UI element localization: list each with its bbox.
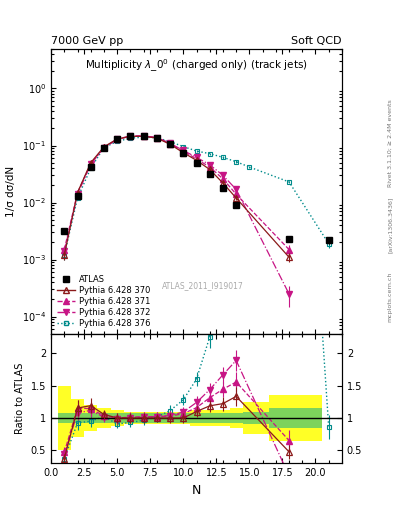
Bar bbox=[163, 412, 177, 424]
Bar bbox=[150, 413, 163, 423]
Bar bbox=[243, 402, 269, 434]
Legend: ATLAS, Pythia 6.428 370, Pythia 6.428 371, Pythia 6.428 372, Pythia 6.428 376: ATLAS, Pythia 6.428 370, Pythia 6.428 37… bbox=[55, 273, 152, 330]
Bar bbox=[137, 412, 150, 424]
Bar bbox=[177, 412, 190, 424]
Bar bbox=[58, 386, 71, 451]
Bar bbox=[216, 413, 230, 423]
Bar bbox=[269, 408, 322, 428]
Text: mcplots.cern.ch: mcplots.cern.ch bbox=[388, 272, 393, 322]
Bar bbox=[110, 410, 124, 426]
Text: Rivet 3.1.10; ≥ 2.4M events: Rivet 3.1.10; ≥ 2.4M events bbox=[388, 99, 393, 187]
Text: Soft QCD: Soft QCD bbox=[292, 36, 342, 46]
Bar bbox=[71, 413, 84, 423]
X-axis label: N: N bbox=[192, 484, 201, 497]
Bar bbox=[203, 413, 216, 423]
Text: Multiplicity $\lambda\_0^0$ (charged only) (track jets): Multiplicity $\lambda\_0^0$ (charged onl… bbox=[85, 57, 308, 74]
Y-axis label: Ratio to ATLAS: Ratio to ATLAS bbox=[15, 363, 25, 434]
Bar bbox=[97, 408, 110, 428]
Text: ATLAS_2011_I919017: ATLAS_2011_I919017 bbox=[162, 281, 243, 290]
Bar bbox=[190, 410, 203, 426]
Bar bbox=[163, 413, 177, 423]
Bar bbox=[97, 413, 110, 423]
Bar bbox=[269, 395, 322, 441]
Bar bbox=[71, 398, 84, 437]
Bar bbox=[177, 413, 190, 423]
Bar bbox=[84, 413, 97, 423]
Bar bbox=[124, 412, 137, 424]
Bar bbox=[150, 412, 163, 424]
Bar bbox=[124, 413, 137, 423]
Bar bbox=[137, 413, 150, 423]
Bar bbox=[110, 413, 124, 423]
Bar bbox=[243, 412, 269, 424]
Bar bbox=[216, 410, 230, 426]
Text: [arXiv:1306.3436]: [arXiv:1306.3436] bbox=[388, 197, 393, 253]
Bar bbox=[230, 413, 243, 423]
Text: 7000 GeV pp: 7000 GeV pp bbox=[51, 36, 123, 46]
Bar bbox=[203, 410, 216, 426]
Bar bbox=[84, 405, 97, 431]
Bar bbox=[190, 413, 203, 423]
Bar bbox=[58, 413, 71, 423]
Y-axis label: 1/σ dσ/dN: 1/σ dσ/dN bbox=[6, 166, 17, 217]
Bar bbox=[230, 408, 243, 428]
